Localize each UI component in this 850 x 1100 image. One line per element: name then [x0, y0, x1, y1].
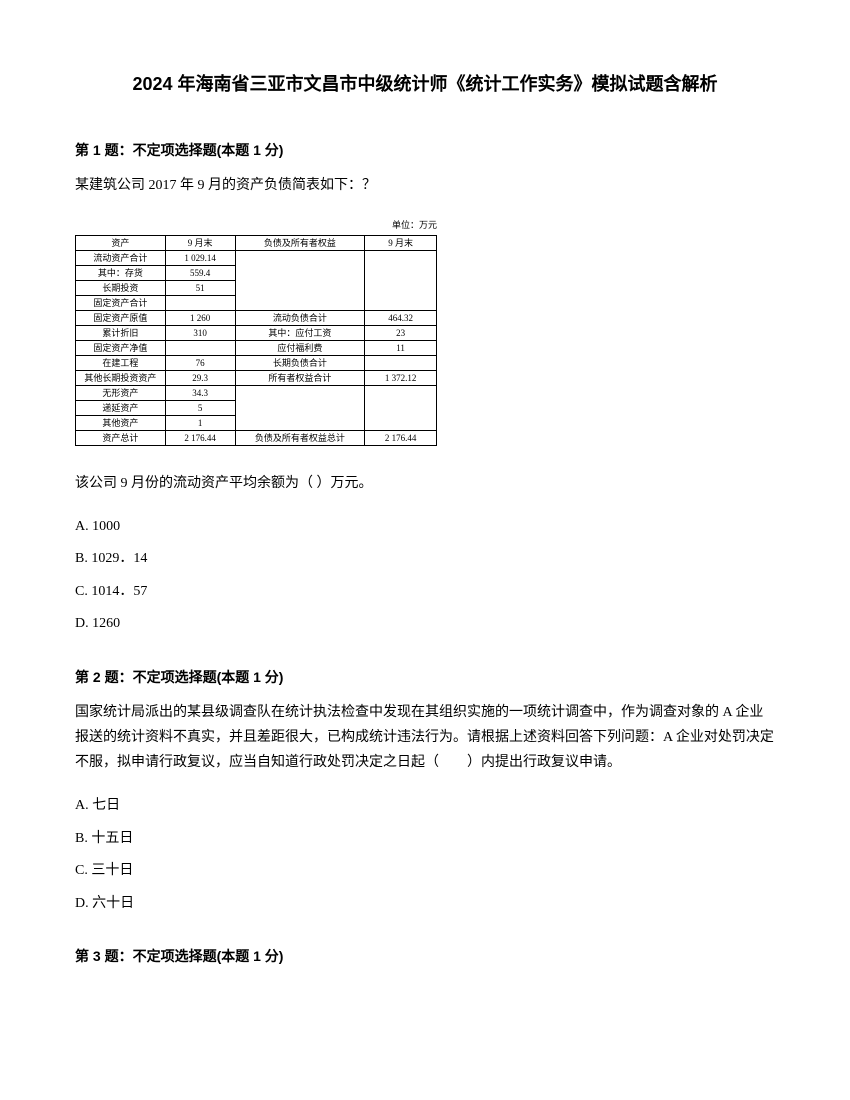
th-liab-val: 9 月末	[365, 235, 437, 250]
option-d[interactable]: D. 六十日	[75, 893, 775, 915]
cell: 51	[165, 280, 235, 295]
cell: 在建工程	[76, 355, 166, 370]
cell	[235, 385, 365, 430]
cell: 其中：存货	[76, 265, 166, 280]
q1-header: 第 1 题：不定项选择题(本题 1 分)	[75, 139, 775, 161]
cell: 2 176.44	[365, 430, 437, 445]
q1-intro: 某建筑公司 2017 年 9 月的资产负债简表如下：？	[75, 173, 775, 198]
cell	[165, 295, 235, 310]
cell: 流动负债合计	[235, 310, 365, 325]
cell: 长期负债合计	[235, 355, 365, 370]
cell: 固定资产净值	[76, 340, 166, 355]
cell: 310	[165, 325, 235, 340]
q3-header: 第 3 题：不定项选择题(本题 1 分)	[75, 945, 775, 967]
option-a[interactable]: A. 1000	[75, 516, 775, 538]
th-asset: 资产	[76, 235, 166, 250]
option-b[interactable]: B. 1029．14	[75, 548, 775, 570]
cell: 其他长期投资资产	[76, 370, 166, 385]
cell: 长期投资	[76, 280, 166, 295]
cell: 流动资产合计	[76, 250, 166, 265]
cell: 递延资产	[76, 400, 166, 415]
page-title: 2024 年海南省三亚市文昌市中级统计师《统计工作实务》模拟试题含解析	[75, 70, 775, 99]
cell: 应付福利费	[235, 340, 365, 355]
cell: 累计折旧	[76, 325, 166, 340]
option-c[interactable]: C. 1014．57	[75, 581, 775, 603]
cell	[365, 355, 437, 370]
cell: 无形资产	[76, 385, 166, 400]
cell: 固定资产原值	[76, 310, 166, 325]
cell: 29.3	[165, 370, 235, 385]
cell: 1	[165, 415, 235, 430]
q1-stem: 该公司 9 月份的流动资产平均余额为（ ）万元。	[75, 471, 775, 496]
cell: 负债及所有者权益总计	[235, 430, 365, 445]
cell: 所有者权益合计	[235, 370, 365, 385]
cell	[365, 385, 437, 430]
cell: 464.32	[365, 310, 437, 325]
cell: 11	[365, 340, 437, 355]
cell	[365, 250, 437, 310]
cell: 1 372.12	[365, 370, 437, 385]
th-asset-val: 9 月末	[165, 235, 235, 250]
q2-body: 国家统计局派出的某县级调查队在统计执法检查中发现在其组织实施的一项统计调查中，作…	[75, 700, 775, 776]
cell: 其他资产	[76, 415, 166, 430]
question-2: 第 2 题：不定项选择题(本题 1 分) 国家统计局派出的某县级调查队在统计执法…	[75, 666, 775, 916]
cell: 固定资产合计	[76, 295, 166, 310]
cell: 23	[365, 325, 437, 340]
cell: 5	[165, 400, 235, 415]
cell	[235, 250, 365, 310]
q2-options: A. 七日 B. 十五日 C. 三十日 D. 六十日	[75, 795, 775, 915]
question-1: 第 1 题：不定项选择题(本题 1 分) 某建筑公司 2017 年 9 月的资产…	[75, 139, 775, 636]
q2-header: 第 2 题：不定项选择题(本题 1 分)	[75, 666, 775, 688]
option-c[interactable]: C. 三十日	[75, 860, 775, 882]
q1-options: A. 1000 B. 1029．14 C. 1014．57 D. 1260	[75, 516, 775, 636]
cell: 34.3	[165, 385, 235, 400]
cell: 1 260	[165, 310, 235, 325]
th-liab: 负债及所有者权益	[235, 235, 365, 250]
cell: 其中：应付工资	[235, 325, 365, 340]
option-b[interactable]: B. 十五日	[75, 828, 775, 850]
cell: 2 176.44	[165, 430, 235, 445]
question-3: 第 3 题：不定项选择题(本题 1 分)	[75, 945, 775, 967]
cell: 资产总计	[76, 430, 166, 445]
option-d[interactable]: D. 1260	[75, 613, 775, 635]
cell	[165, 340, 235, 355]
table-unit: 单位：万元	[75, 218, 437, 232]
balance-table: 资产 9 月末 负债及所有者权益 9 月末 流动资产合计 1 029.14 其中…	[75, 235, 437, 446]
cell: 559.4	[165, 265, 235, 280]
option-a[interactable]: A. 七日	[75, 795, 775, 817]
cell: 1 029.14	[165, 250, 235, 265]
cell: 76	[165, 355, 235, 370]
